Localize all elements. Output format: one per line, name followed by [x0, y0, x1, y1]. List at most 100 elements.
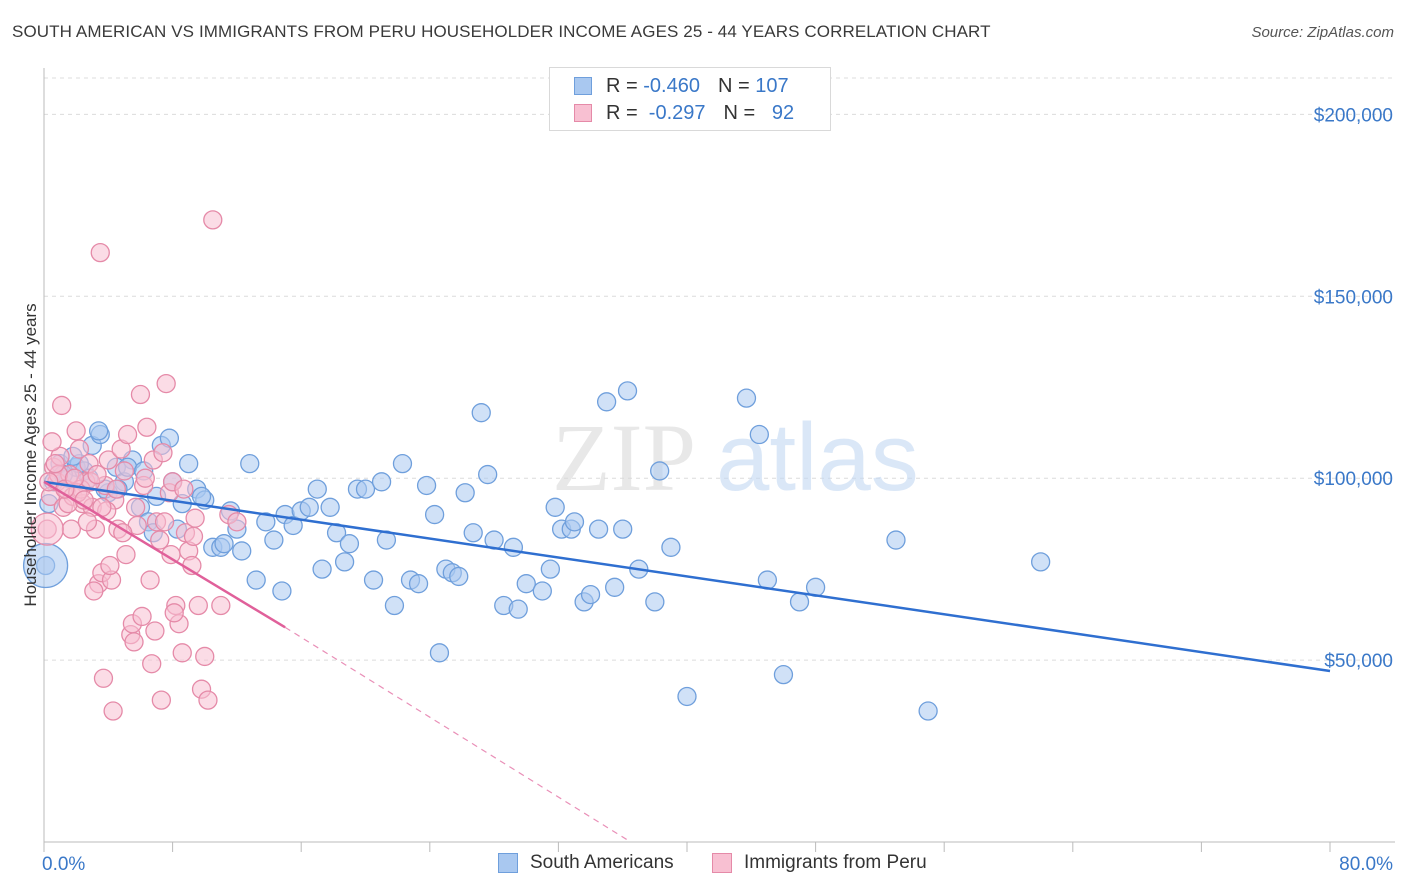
data-point — [140, 570, 160, 590]
legend-item-label: South Americans — [530, 852, 674, 873]
data-point — [736, 388, 757, 408]
x-tick-label: 0.0% — [42, 854, 85, 875]
data-point — [191, 486, 212, 507]
data-point — [424, 504, 445, 525]
data-point — [677, 686, 697, 707]
data-point — [355, 479, 376, 499]
data-point — [605, 577, 625, 597]
legend-row-south-americans: R = -0.460 N = 107 — [574, 73, 789, 99]
data-point — [124, 632, 144, 652]
data-point — [87, 464, 107, 485]
data-point — [320, 497, 340, 517]
y-tick-label: $150,000 — [1314, 287, 1393, 308]
data-point — [198, 690, 218, 710]
data-point — [596, 392, 617, 412]
data-point — [172, 643, 192, 663]
legend-n-label: N = — [717, 74, 756, 97]
data-point — [773, 664, 794, 685]
data-point — [588, 519, 609, 539]
data-point — [156, 373, 176, 394]
data-point — [371, 472, 392, 492]
data-point — [185, 508, 205, 528]
data-point — [188, 595, 208, 616]
data-point — [150, 530, 170, 550]
legend-item-label: Immigrants from Peru — [744, 852, 927, 873]
data-point — [106, 479, 126, 499]
data-point — [339, 534, 360, 554]
watermark-atlas: atlas — [716, 404, 919, 511]
data-point — [650, 461, 670, 481]
legend-r-value: -0.297 — [643, 101, 706, 124]
data-point — [179, 453, 199, 474]
data-point — [174, 479, 194, 499]
legend-item-south-americans[interactable]: South Americans — [498, 852, 674, 874]
data-point — [164, 603, 184, 623]
data-point — [153, 443, 173, 463]
data-point — [117, 424, 138, 445]
data-point — [564, 512, 585, 532]
data-point — [617, 381, 638, 401]
data-point — [463, 523, 483, 543]
legend-item-immigrants-from-peru[interactable]: Immigrants from Peru — [712, 852, 927, 874]
data-point — [256, 512, 276, 532]
legend-n-value: 92 — [760, 101, 795, 124]
data-point — [471, 403, 491, 423]
data-point — [886, 530, 906, 550]
data-point — [307, 479, 327, 499]
data-point — [449, 566, 469, 587]
data-point — [42, 432, 62, 452]
legend-n-value: 107 — [755, 74, 789, 97]
legend-swatch-pink — [712, 853, 732, 873]
chart-title: SOUTH AMERICAN VS IMMIGRANTS FROM PERU H… — [12, 22, 991, 41]
data-point — [116, 544, 136, 565]
data-point — [408, 574, 429, 594]
data-point — [503, 537, 524, 557]
legend-r-value: -0.460 — [643, 74, 700, 97]
data-point — [132, 606, 152, 627]
y-axis-label: Householder Income Ages 25 - 44 years — [21, 303, 40, 606]
data-point — [545, 497, 565, 517]
data-point — [478, 464, 498, 485]
data-point — [195, 646, 215, 667]
data-point — [384, 595, 405, 616]
data-point — [203, 210, 223, 230]
trend-line-extension — [284, 626, 632, 843]
data-point — [84, 581, 104, 601]
data-point — [429, 643, 450, 663]
data-point — [416, 475, 437, 496]
data-point — [61, 519, 81, 539]
axes — [43, 68, 1395, 852]
data-point — [100, 555, 120, 576]
data-point — [246, 570, 266, 590]
data-point — [93, 668, 114, 688]
data-point — [613, 519, 633, 539]
data-point — [312, 559, 332, 579]
x-tick-label: 80.0% — [1339, 854, 1393, 875]
y-tick-label: $100,000 — [1314, 469, 1393, 490]
data-point — [161, 544, 181, 565]
legend-row-peru: R = -0.297 N = 92 — [574, 100, 794, 126]
data-point — [334, 552, 355, 572]
data-point — [52, 395, 72, 416]
data-point — [283, 515, 303, 536]
trend-lines — [43, 480, 1331, 843]
data-point — [211, 595, 231, 616]
legend-r-label: R = — [606, 101, 644, 124]
data-point — [455, 483, 475, 503]
legend-swatch-blue — [574, 77, 592, 95]
data-point — [45, 453, 65, 474]
data-point — [142, 654, 162, 674]
legend-swatch-blue — [498, 853, 518, 873]
watermark-zip: ZIP — [552, 404, 696, 511]
data-point — [240, 453, 260, 474]
data-point — [151, 690, 171, 710]
data-point — [90, 242, 110, 263]
legend-swatch-pink — [574, 104, 592, 122]
data-point — [232, 541, 252, 561]
grid-lines — [44, 77, 1395, 661]
data-point — [135, 468, 155, 488]
data-point — [363, 570, 384, 590]
y-tick-label: $200,000 — [1314, 105, 1393, 126]
data-point — [214, 534, 234, 554]
